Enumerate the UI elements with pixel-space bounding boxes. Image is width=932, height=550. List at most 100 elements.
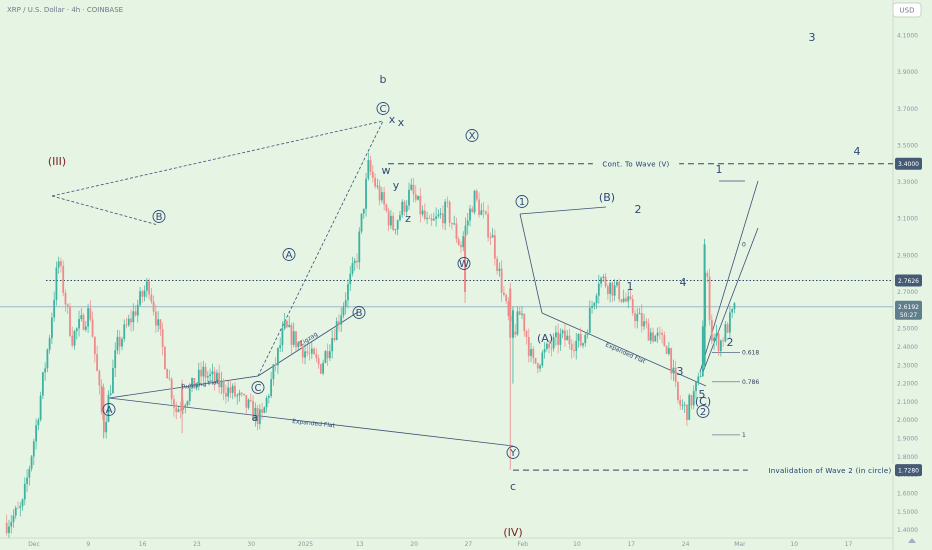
candle-body xyxy=(577,333,580,341)
candle-body xyxy=(575,340,578,352)
candle-body xyxy=(649,332,652,341)
candle-body xyxy=(173,399,175,408)
candle-body xyxy=(161,329,164,348)
candle-body xyxy=(100,385,103,413)
wave-circle xyxy=(376,102,390,115)
wave-label: a xyxy=(252,411,259,424)
candle-body xyxy=(202,366,205,377)
candle-body xyxy=(722,340,725,342)
candle-body xyxy=(527,336,530,356)
candle-body xyxy=(360,213,363,232)
time-tick-label: 27 xyxy=(465,541,473,548)
candle-body xyxy=(701,326,704,377)
candle-body xyxy=(412,184,415,195)
wave-label: C xyxy=(380,104,387,115)
candle-body xyxy=(548,343,551,348)
candle-body xyxy=(435,216,438,219)
candle-body xyxy=(403,201,406,212)
candle-body xyxy=(383,192,386,205)
candle-body xyxy=(62,265,65,293)
candle-body xyxy=(236,395,239,397)
candle-body xyxy=(514,331,517,335)
candle-body xyxy=(672,367,675,374)
price-tick-label: 2.5000 xyxy=(897,326,918,333)
candle-body xyxy=(102,412,105,433)
candle-body xyxy=(252,400,254,420)
candle-body xyxy=(543,349,546,353)
candle-body xyxy=(249,399,252,401)
candle-body xyxy=(582,343,584,346)
wave-circle xyxy=(696,405,710,418)
candle-body xyxy=(247,399,250,408)
wave-b-dashed-right xyxy=(257,120,384,377)
wave-label: (IV) xyxy=(503,526,522,539)
candle-body xyxy=(396,220,399,230)
candle-body xyxy=(344,300,347,307)
candle-body xyxy=(335,321,338,341)
currency-button[interactable] xyxy=(892,2,922,18)
candle-body xyxy=(130,318,132,323)
candle-body xyxy=(444,201,447,224)
auto-scale-icon[interactable] xyxy=(908,538,916,543)
candle-body xyxy=(670,348,673,374)
candle-body xyxy=(645,321,648,324)
time-tick-label: 17 xyxy=(845,541,853,548)
candle-body xyxy=(423,210,426,219)
price-level-tag xyxy=(895,157,922,170)
candle-body xyxy=(584,334,587,344)
time-axis[interactable]: Dec 9 16 23 30 2025 13 20 27 Feb 10 17 24 Mar 10 17 xyxy=(28,541,852,548)
candle-body xyxy=(277,348,279,366)
candle-body xyxy=(509,288,512,338)
candle-body xyxy=(426,217,428,219)
candle-body xyxy=(715,333,718,338)
candle-body xyxy=(518,311,521,315)
candle-body xyxy=(417,195,419,200)
wave-label: 1 xyxy=(716,163,723,176)
candle-body xyxy=(258,409,261,424)
candle-body xyxy=(304,351,306,358)
fib-level-label: 0.618 xyxy=(742,349,759,356)
candle-body xyxy=(500,268,503,293)
candle-body xyxy=(525,330,528,337)
candle-body xyxy=(26,477,28,484)
candle-body xyxy=(686,404,688,420)
candle-body xyxy=(139,291,141,305)
candle-body xyxy=(405,205,408,212)
candle-body xyxy=(28,468,31,478)
candle-body xyxy=(554,332,557,338)
wave-label: 2 xyxy=(727,336,734,349)
wave-circle xyxy=(506,446,520,459)
candle-body xyxy=(695,382,697,391)
candle-body xyxy=(595,295,598,303)
candle-body xyxy=(602,276,605,278)
candle-body xyxy=(288,324,291,328)
candle-body xyxy=(14,507,17,516)
candle-body xyxy=(733,303,736,310)
candle-body xyxy=(573,350,575,352)
candle-body xyxy=(286,320,288,328)
candle-body xyxy=(640,312,643,327)
candle-body xyxy=(84,326,87,330)
wave-label: w xyxy=(382,164,391,177)
candle-body xyxy=(521,313,523,315)
wave-label: C xyxy=(255,383,262,394)
symbol-title[interactable]: XRP / U.S. Dollar · 4h · COINBASE xyxy=(7,6,123,14)
candle-body xyxy=(213,371,216,383)
annotation-expanded-flat: Expanded Flat xyxy=(292,418,336,430)
wave-label: (III) xyxy=(48,155,66,168)
wave-label: x xyxy=(389,113,396,126)
wave-label: B xyxy=(356,308,363,319)
candle-body xyxy=(328,351,331,359)
price-axis[interactable]: 4.1000 3.9000 3.7000 3.5000 3.3000 3.1000 2.90… xyxy=(897,32,918,534)
candle-body xyxy=(717,333,720,352)
candle-body xyxy=(168,378,171,380)
last-price-tag xyxy=(895,300,922,320)
candle-body xyxy=(480,210,483,216)
wave-label: 3 xyxy=(677,365,684,378)
candle-body xyxy=(457,239,460,245)
price-tick-label: 2.2000 xyxy=(897,381,918,388)
candle-body xyxy=(683,404,686,406)
wave-label: 2 xyxy=(700,407,706,418)
